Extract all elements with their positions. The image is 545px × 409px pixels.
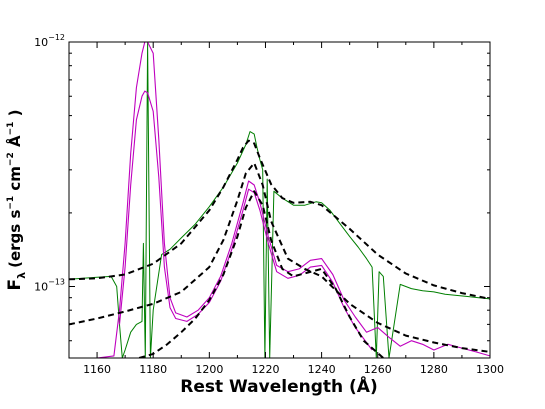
y-axis: 10−13 10−12 — [34, 33, 490, 342]
x-tick-label: 1260 — [364, 363, 392, 376]
spectrum-line-magenta-upper-1 — [69, 42, 490, 358]
y-axis-title-exp3: −1 — [6, 122, 16, 136]
x-tick-label: 1220 — [251, 363, 279, 376]
x-tick-label: 1280 — [420, 363, 448, 376]
fit-line-dashed-4 — [69, 162, 490, 353]
x-axis: 1160 1180 1200 1220 1240 1260 1280 1300 — [68, 42, 504, 376]
series-layer — [69, 42, 490, 358]
y-axis-title-ang: Å — [5, 135, 24, 152]
x-tick-label: 1300 — [476, 363, 504, 376]
plot-frame — [68, 41, 491, 359]
y-axis-title-exp1: −1 — [6, 196, 16, 210]
y-tick-label: 10−12 — [34, 33, 65, 49]
x-tick-label: 1240 — [308, 363, 336, 376]
fit-line-dashed-5 — [138, 190, 384, 358]
y-axis-title: Fλ(ergs s−1 cm−2 Å−1 ) — [5, 110, 28, 291]
x-tick-label: 1180 — [139, 363, 167, 376]
x-axis-title: Rest Wavelength (Å) — [180, 374, 377, 397]
spectrum-line-green-0 — [69, 42, 490, 358]
y-axis-title-units: (ergs s — [6, 210, 24, 268]
y-tick-label: 10−13 — [34, 278, 65, 294]
y-axis-title-cm: cm — [6, 166, 24, 196]
y-axis-title-exp2: −2 — [6, 152, 16, 166]
x-tick-label: 1200 — [195, 363, 223, 376]
x-tick-label: 1160 — [83, 363, 111, 376]
plot-area — [69, 42, 490, 358]
y-axis-title-sub: λ — [15, 272, 28, 279]
y-axis-title-f: F — [5, 279, 25, 291]
y-axis-title-close: ) — [6, 110, 24, 122]
